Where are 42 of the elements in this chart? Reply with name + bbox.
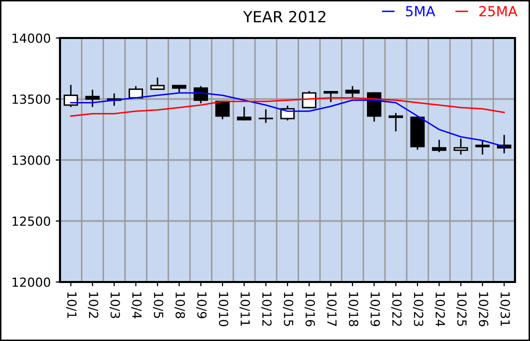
x-tick-label: 10/5 [152, 292, 164, 318]
y-tick-label: 12500 [12, 216, 50, 226]
y-tick-label: 13000 [12, 155, 50, 165]
x-tick-label: 10/3 [110, 292, 120, 318]
x-tick-label: 10/22 [391, 292, 402, 326]
x-tick-label: 10/1 [66, 292, 77, 318]
x-tick-label: 10/15 [282, 292, 294, 326]
candlestick [64, 84, 78, 108]
x-tick-label: 10/17 [326, 292, 337, 326]
x-tick-label: 10/18 [348, 292, 358, 326]
candlestick [475, 141, 490, 155]
line-series [70, 97, 505, 117]
x-tick-label: 10/9 [196, 292, 207, 318]
candlestick [432, 140, 446, 152]
x-tick-label: 10/8 [174, 292, 185, 318]
x-tick-label: 10/2 [88, 292, 98, 318]
candlestick [258, 109, 274, 123]
y-tick-label: 14000 [12, 33, 50, 43]
candlestick [454, 138, 468, 155]
x-tick-label: 10/26 [478, 292, 488, 326]
x-tick-label: 10/16 [304, 292, 315, 326]
candlestick [388, 112, 404, 132]
x-tick-label: 10/23 [412, 292, 424, 326]
candlestick [236, 106, 252, 120]
x-tick-label: 10/31 [500, 292, 510, 326]
candlestick [150, 78, 165, 90]
legend-label: 25MA [479, 6, 518, 16]
candlestick [324, 90, 338, 102]
x-tick-label: 10/25 [456, 292, 467, 326]
x-tick-label: 10/11 [240, 292, 250, 326]
chart-title: YEAR 2012 [243, 10, 326, 22]
x-tick-label: 10/19 [370, 292, 380, 326]
candlestick [215, 100, 230, 120]
x-tick-label: 10/10 [218, 292, 228, 326]
legend-label: 5MA [406, 6, 436, 16]
candlestick [345, 86, 360, 98]
x-tick-label: 10/12 [261, 292, 272, 326]
y-tick-label: 13500 [12, 94, 50, 104]
y-tick-label: 12000 [12, 277, 50, 287]
x-tick-label: 10/4 [131, 292, 142, 318]
x-tick-label: 10/24 [434, 292, 445, 326]
candlestick [85, 90, 100, 108]
